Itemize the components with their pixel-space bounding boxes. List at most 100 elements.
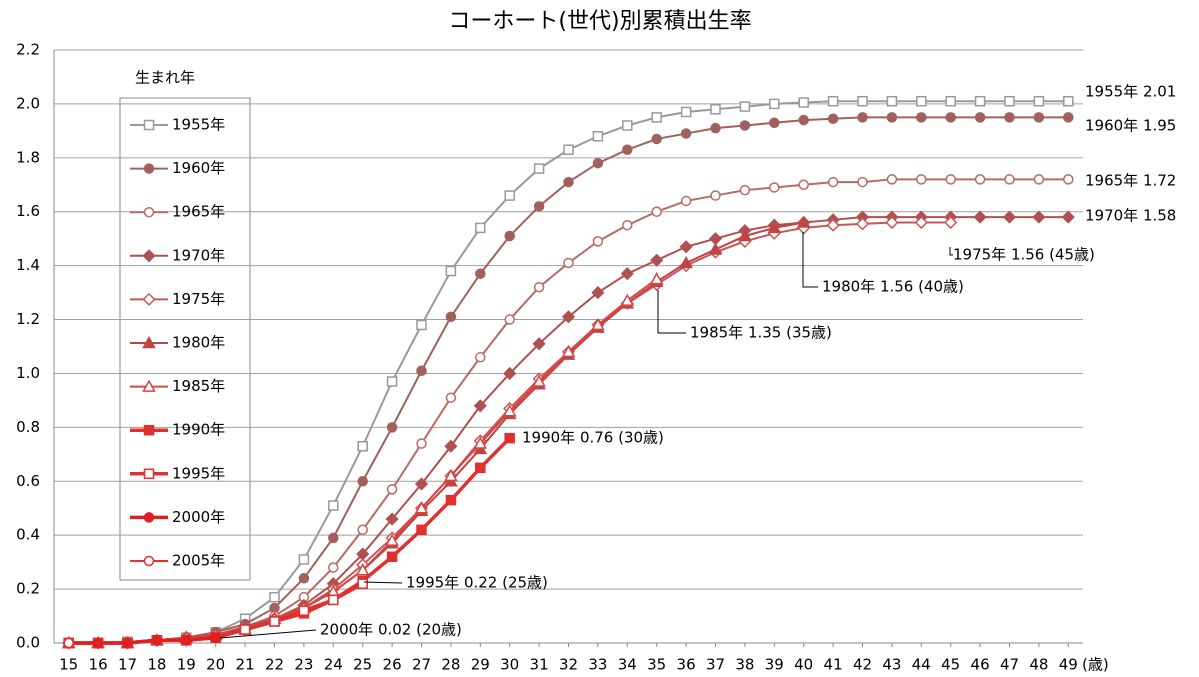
y-tick-label: 1.2 [16, 310, 40, 328]
marker [769, 98, 780, 110]
marker [92, 637, 104, 649]
marker [592, 157, 604, 169]
legend-label: 1955年 [172, 116, 225, 134]
marker [855, 217, 870, 231]
marker [974, 174, 986, 185]
marker [945, 174, 956, 185]
x-tick-label: 43 [882, 656, 901, 674]
marker [1033, 95, 1045, 107]
marker [385, 533, 399, 546]
marker [357, 476, 368, 487]
marker [1004, 95, 1015, 107]
marker [151, 635, 163, 646]
marker [386, 484, 398, 495]
y-tick-label: 0.8 [16, 418, 40, 436]
marker [679, 255, 693, 269]
marker [143, 512, 155, 523]
annotation: 1955年 2.01 [1085, 83, 1176, 101]
marker [385, 512, 399, 526]
marker [445, 311, 457, 323]
marker [532, 374, 546, 387]
x-tick-label: 24 [324, 656, 343, 674]
marker [974, 112, 986, 123]
annotation: 1990年 0.76 (30歳) [522, 429, 664, 447]
legend-label: 1960年 [172, 159, 225, 177]
marker [592, 236, 604, 247]
x-tick-label: 36 [677, 656, 696, 674]
marker [444, 439, 458, 453]
marker [798, 179, 809, 191]
marker [561, 310, 576, 324]
marker [414, 477, 429, 491]
marker [357, 440, 368, 452]
marker [357, 524, 368, 536]
marker [827, 176, 839, 188]
legend-label: 1990年 [172, 421, 225, 439]
x-tick-label: 42 [853, 656, 872, 674]
marker [769, 182, 780, 193]
marker [620, 293, 635, 306]
marker [143, 206, 155, 218]
marker [142, 335, 156, 349]
marker [504, 190, 515, 201]
x-tick-label: 33 [588, 656, 607, 674]
marker [473, 399, 487, 413]
y-tick-label: 0.6 [16, 472, 40, 490]
marker [827, 113, 839, 124]
x-tick-label: 17 [118, 656, 137, 674]
x-tick-label: 29 [471, 656, 490, 674]
marker [143, 555, 155, 567]
marker [143, 119, 155, 131]
marker [916, 95, 927, 107]
x-tick-label: 35 [647, 656, 666, 674]
leader-line [949, 247, 953, 256]
marker [416, 524, 427, 536]
marker [591, 317, 605, 331]
annotation: 1985年 1.35 (35歳) [690, 324, 832, 342]
marker [445, 494, 457, 506]
marker [739, 184, 751, 196]
marker [416, 319, 427, 331]
legend-label: 1985年 [172, 377, 225, 395]
marker [739, 120, 751, 131]
marker [857, 95, 868, 107]
x-tick-label: 30 [500, 656, 519, 674]
marker [533, 201, 545, 212]
marker [857, 176, 868, 188]
marker [475, 462, 486, 474]
marker [622, 144, 633, 155]
marker [827, 95, 839, 107]
marker [620, 267, 634, 281]
legend-label: 2005年 [172, 552, 225, 570]
x-tick-label: 49 [1059, 656, 1078, 674]
marker [532, 337, 546, 351]
marker [328, 562, 339, 573]
marker [739, 101, 751, 112]
legend-label: 2000年 [172, 508, 225, 526]
marker [886, 95, 898, 107]
marker [798, 97, 809, 108]
marker [916, 174, 927, 185]
marker [563, 176, 574, 188]
marker [1033, 174, 1045, 185]
x-tick-label: 16 [89, 656, 108, 674]
x-tick-label: 41 [824, 656, 843, 674]
marker [680, 195, 692, 207]
marker [475, 222, 486, 234]
marker [122, 637, 133, 649]
marker [885, 215, 899, 230]
x-tick-label: 27 [412, 656, 431, 674]
annotation: 1970年 1.58 [1085, 207, 1176, 225]
marker [1004, 112, 1015, 123]
legend-box [119, 97, 251, 581]
x-tick-label: 32 [559, 656, 578, 674]
marker [710, 190, 721, 201]
y-tick-label: 0.2 [16, 580, 40, 598]
x-tick-label: 44 [912, 656, 931, 674]
marker [651, 206, 662, 217]
marker [416, 365, 427, 377]
marker [710, 104, 721, 115]
x-tick-label: 48 [1029, 656, 1048, 674]
marker [386, 551, 398, 562]
